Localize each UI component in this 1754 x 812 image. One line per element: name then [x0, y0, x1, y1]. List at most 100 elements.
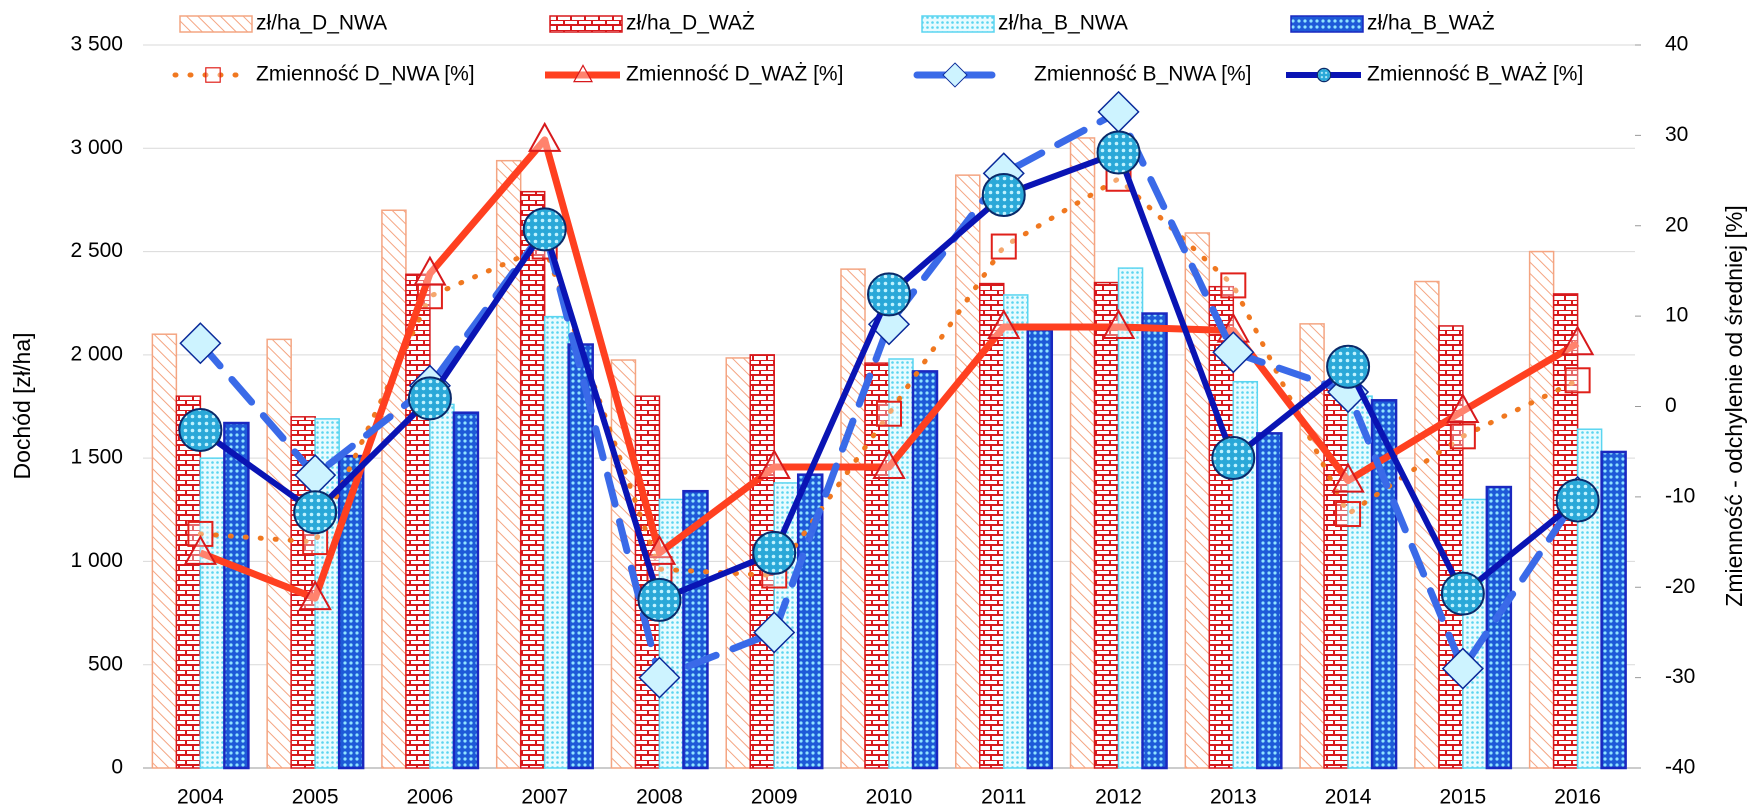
y-tick-label: 1 000	[70, 549, 123, 572]
x-tick-label: 2008	[636, 786, 683, 809]
marker	[1220, 272, 1247, 299]
marker	[642, 534, 677, 565]
marker	[293, 490, 338, 535]
legend-marker	[205, 67, 221, 83]
marker	[1335, 501, 1362, 528]
bar	[199, 457, 226, 769]
bar	[1003, 294, 1029, 769]
x-tick-label: 2015	[1439, 786, 1486, 809]
marker	[1441, 647, 1484, 690]
marker	[527, 121, 562, 152]
marker	[522, 207, 567, 252]
legend-swatch	[1290, 15, 1364, 33]
marker	[1331, 462, 1365, 493]
marker	[1560, 325, 1595, 356]
bar	[1347, 395, 1373, 769]
bar	[955, 174, 981, 769]
marker	[413, 255, 447, 286]
y-axis-label: Dochód [zł/ha]	[9, 332, 35, 479]
bar	[337, 454, 365, 770]
bar	[175, 395, 202, 769]
y2-tick-label: 40	[1665, 33, 1688, 56]
x-tick-label: 2010	[866, 786, 913, 809]
y2-tick-label: 0	[1665, 394, 1677, 417]
legend-marker	[1316, 67, 1332, 83]
y2-tick-label: 30	[1665, 123, 1688, 146]
bar	[1117, 267, 1144, 769]
legend-marker	[942, 62, 968, 88]
bar	[1323, 385, 1349, 769]
marker	[572, 64, 594, 83]
legend-label: zł/ha_D_WAŻ	[626, 12, 755, 35]
marker	[178, 407, 223, 452]
x-tick-label: 2004	[177, 786, 224, 809]
bar	[1141, 312, 1168, 770]
bar	[911, 370, 939, 770]
bar	[1069, 137, 1096, 769]
x-tick-label: 2009	[751, 786, 798, 809]
bar	[405, 273, 431, 769]
y-tick-label: 3 000	[70, 136, 123, 159]
bar	[495, 159, 522, 769]
marker	[753, 611, 796, 654]
marker	[872, 448, 906, 480]
y2-tick-label: 20	[1665, 213, 1688, 236]
bar	[888, 358, 914, 769]
marker	[298, 580, 332, 611]
legend-label: zł/ha_D_NWA	[256, 12, 387, 35]
legend-label: Zmienność D_WAŻ [%]	[626, 63, 843, 86]
y-tick-label: 500	[88, 652, 123, 675]
x-tick-label: 2006	[407, 786, 454, 809]
marker	[981, 173, 1026, 218]
marker	[1096, 130, 1141, 175]
x-tick-label: 2007	[521, 786, 568, 809]
x-tick-label: 2012	[1095, 786, 1142, 809]
y-tick-label: 3 500	[70, 33, 123, 56]
bar	[1600, 450, 1627, 770]
marker	[942, 62, 968, 88]
marker	[1326, 344, 1371, 389]
marker	[637, 577, 682, 622]
bar	[682, 489, 709, 770]
bar	[543, 315, 570, 769]
marker	[1316, 67, 1332, 83]
legend-label: zł/ha_B_WAŻ	[1367, 12, 1495, 35]
x-tick-label: 2005	[292, 786, 339, 809]
marker	[1211, 436, 1256, 481]
bar	[223, 421, 250, 770]
bar	[519, 190, 546, 769]
marker	[876, 400, 902, 427]
x-tick-label: 2014	[1325, 786, 1372, 809]
marker	[752, 530, 797, 575]
marker	[987, 308, 1021, 339]
y2-tick-label: -10	[1665, 484, 1695, 507]
x-tick-label: 2011	[981, 786, 1026, 809]
legend-label: zł/ha_B_NWA	[998, 12, 1128, 35]
bar	[840, 268, 866, 769]
y2-axis-label: Zmienność - odchylenie od średniej [%]	[1721, 205, 1747, 606]
marker	[1449, 423, 1476, 450]
bar	[266, 338, 292, 769]
y-tick-label: 0	[111, 756, 123, 779]
marker	[1555, 478, 1600, 523]
marker	[1097, 90, 1140, 133]
marker	[1101, 308, 1136, 339]
legend-label: Zmienność B_NWA [%]	[1034, 63, 1251, 86]
y-tick-label: 2 500	[70, 239, 123, 262]
line	[199, 136, 1580, 602]
y-tick-label: 2 000	[70, 342, 123, 365]
legend-marker	[572, 64, 594, 83]
marker	[867, 272, 911, 317]
bar	[1256, 432, 1283, 770]
y-tick-label: 1 500	[70, 446, 123, 469]
x-tick-label: 2016	[1554, 786, 1601, 809]
legend-swatch	[179, 15, 253, 33]
bar	[1485, 485, 1513, 770]
bar	[1528, 250, 1555, 769]
y2-tick-label: 10	[1665, 304, 1688, 327]
marker	[407, 376, 452, 421]
legend-label: Zmienność D_NWA [%]	[256, 63, 475, 86]
marker	[205, 67, 221, 83]
marker	[179, 322, 222, 365]
